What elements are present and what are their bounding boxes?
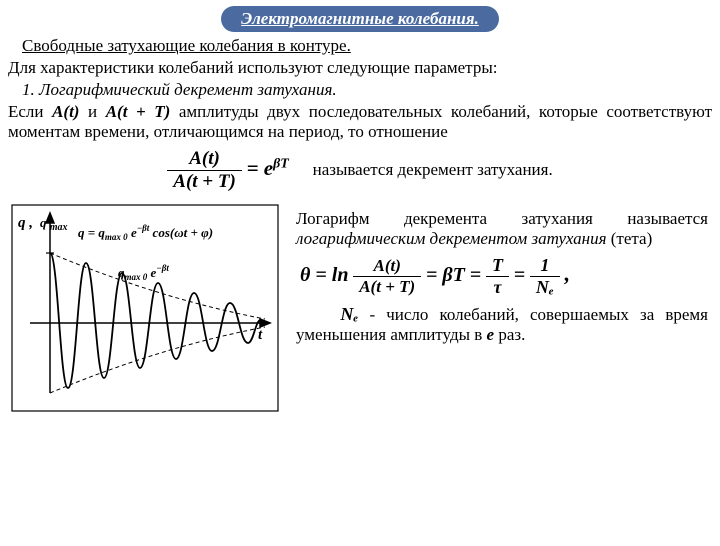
eq1-caption: называется декремент затухания. (313, 160, 553, 179)
graph-y-label: q , (18, 215, 33, 231)
equation-theta: θ = ln A(t) A(t + T) = βT = T τ = 1 Nₑ , (300, 255, 708, 298)
text-log-b: логарифмическим декрементом затухания (296, 229, 607, 248)
theta-one: 1 (530, 255, 560, 277)
text-log-a: Логарифм декремента затухания называется (296, 209, 708, 228)
e-symbol: e (487, 325, 495, 344)
ne-symbol: Nₑ (340, 304, 358, 324)
page-title: Электромагнитные колебания. (221, 6, 499, 32)
theta-mid: = βT = (426, 264, 481, 286)
eq-equals-e: = e (247, 156, 274, 180)
ne-paragraph: Nₑ - число колебаний, совершаемых за вре… (296, 304, 708, 345)
text-log-c: (тета) (611, 229, 652, 248)
text-if: Если (8, 102, 52, 121)
text-and: и (88, 102, 106, 121)
math-A-t: A(t) (52, 102, 79, 121)
log-decrement-paragraph: Логарифм декремента затухания называется… (296, 209, 708, 249)
equation-decrement: A(t) A(t + T) = eβT называется декремент… (0, 148, 720, 193)
paragraph-amplitudes: Если A(t) и A(t + T) амплитуды двух посл… (8, 102, 712, 142)
graph-panel: q , q max q = qmax 0 e−βt cos(ωt + φ) qm… (0, 203, 290, 418)
item-1: 1. Логарифмический декремент затухания. (22, 80, 712, 100)
ne-text-end: раз. (498, 325, 525, 344)
theta-Ne: Nₑ (530, 277, 560, 298)
frac-den-AtT: A(t + T) (167, 171, 242, 193)
intro-text: Для характеристики колебаний используют … (8, 58, 712, 78)
theta-tau: τ (486, 277, 509, 298)
subtitle: Свободные затухающие колебания в контуре… (22, 36, 720, 56)
frac-num-At: A(t) (167, 148, 242, 171)
math-A-tT: A(t + T) (106, 102, 171, 121)
theta-comma: , (565, 261, 571, 286)
theta-T: T (486, 255, 509, 277)
eq-exp-bT: βT (273, 157, 289, 172)
theta-eq2: = (514, 264, 525, 286)
theta-frac-den: A(t + T) (353, 277, 421, 297)
theta-ln: θ = ln (300, 264, 348, 286)
theta-frac-num: A(t) (353, 256, 421, 277)
